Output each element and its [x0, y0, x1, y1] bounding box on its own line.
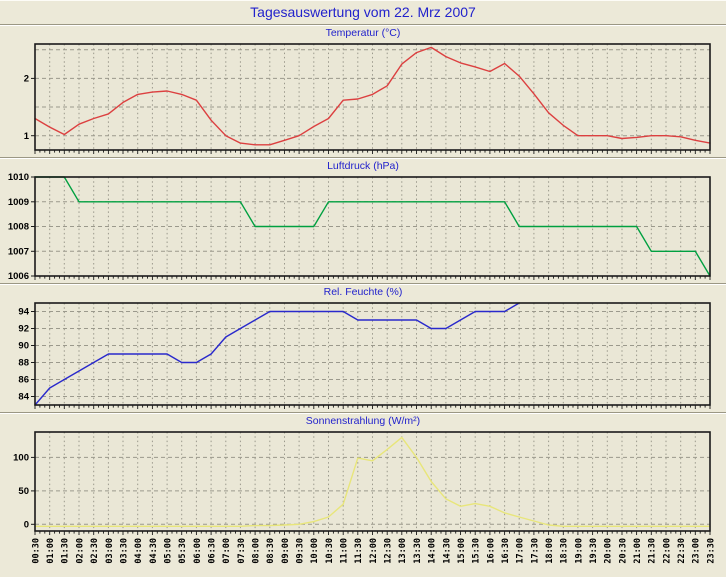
chart-panel-feuchte: Rel. Feuchte (%) 84 86 88 90 92 94 [0, 285, 726, 412]
svg-text:86: 86 [18, 375, 29, 386]
svg-text:90: 90 [18, 341, 29, 352]
svg-text:13:00: 13:00 [398, 538, 408, 564]
svg-text:08:00: 08:00 [252, 538, 262, 564]
feuchte-line-chart: 84 86 88 90 92 94 [18, 302, 711, 409]
separator [0, 412, 726, 414]
svg-text:01:00: 01:00 [46, 538, 56, 564]
svg-text:15:00: 15:00 [457, 538, 467, 564]
page-title: Tagesauswertung vom 22. Mrz 2007 [250, 4, 476, 20]
svg-text:14:00: 14:00 [428, 538, 438, 564]
svg-text:06:30: 06:30 [208, 538, 218, 564]
svg-text:100: 100 [13, 453, 29, 464]
svg-text:88: 88 [18, 358, 29, 369]
svg-text:1010: 1010 [8, 172, 29, 183]
svg-text:11:00: 11:00 [340, 538, 350, 564]
chart-title-temperatur: Temperatur (°C) [325, 27, 401, 39]
svg-text:06:00: 06:00 [193, 538, 203, 564]
svg-text:13:30: 13:30 [413, 538, 423, 564]
svg-text:1007: 1007 [8, 247, 29, 258]
svg-text:22:30: 22:30 [677, 538, 687, 564]
svg-text:10:30: 10:30 [325, 538, 335, 564]
svg-text:09:30: 09:30 [296, 538, 306, 564]
svg-text:10:00: 10:00 [310, 538, 320, 564]
svg-text:18:30: 18:30 [560, 538, 570, 564]
svg-text:16:30: 16:30 [501, 538, 511, 564]
svg-text:1: 1 [24, 131, 30, 142]
separator [0, 157, 726, 159]
svg-text:17:30: 17:30 [530, 538, 540, 564]
chart-panel-luftdruck: Luftdruck (hPa) 1006 1007 1008 1009 1010 [0, 159, 726, 283]
svg-text:19:00: 19:00 [574, 538, 584, 564]
svg-text:84: 84 [18, 392, 29, 403]
svg-text:14:30: 14:30 [442, 538, 452, 564]
svg-text:20:00: 20:00 [604, 538, 614, 564]
svg-text:00:30: 00:30 [31, 538, 41, 564]
svg-text:20:30: 20:30 [618, 538, 628, 564]
svg-text:23:00: 23:00 [692, 538, 702, 564]
svg-text:0: 0 [24, 520, 29, 531]
chart-title-luftdruck: Luftdruck (hPa) [327, 160, 399, 172]
svg-text:50: 50 [18, 486, 29, 497]
svg-text:15:30: 15:30 [472, 538, 482, 564]
svg-text:23:30: 23:30 [706, 538, 716, 564]
svg-text:21:00: 21:00 [633, 538, 643, 564]
svg-text:03:00: 03:00 [105, 538, 115, 564]
svg-text:22:00: 22:00 [662, 538, 672, 564]
svg-text:07:30: 07:30 [237, 538, 247, 564]
svg-text:2: 2 [24, 74, 29, 85]
svg-text:02:00: 02:00 [75, 538, 85, 564]
svg-text:11:30: 11:30 [354, 538, 364, 564]
svg-text:21:30: 21:30 [648, 538, 658, 564]
svg-text:1006: 1006 [8, 271, 29, 282]
svg-text:94: 94 [18, 307, 29, 318]
temperatur-line-chart: 12 [24, 43, 711, 154]
svg-text:04:00: 04:00 [134, 538, 144, 564]
svg-text:19:30: 19:30 [589, 538, 599, 564]
svg-text:18:00: 18:00 [545, 538, 555, 564]
svg-text:12:00: 12:00 [369, 538, 379, 564]
svg-text:12:30: 12:30 [384, 538, 394, 564]
svg-text:04:30: 04:30 [149, 538, 159, 564]
separator [0, 24, 726, 26]
svg-text:01:30: 01:30 [61, 538, 71, 564]
daily-weather-report-window: { "window": { "title": "Tagesauswertung … [0, 0, 726, 564]
svg-text:92: 92 [18, 324, 29, 335]
svg-text:1009: 1009 [8, 197, 29, 208]
svg-text:05:30: 05:30 [178, 538, 188, 564]
svg-text:16:00: 16:00 [486, 538, 496, 564]
svg-text:09:00: 09:00 [281, 538, 291, 564]
luftdruck-line-chart: 1006 1007 1008 1009 1010 [8, 172, 711, 282]
sonnenstrahlung-line-chart: 0 50 100 00:30 01:00 01:30 02:00 02:30 03:00 03:3… [13, 431, 716, 564]
chart-title-feuchte: Rel. Feuchte (%) [323, 286, 403, 298]
svg-text:17:00: 17:00 [516, 538, 526, 564]
svg-text:02:30: 02:30 [90, 538, 100, 564]
svg-text:08:30: 08:30 [266, 538, 276, 564]
svg-text:05:00: 05:00 [164, 538, 174, 564]
chart-title-sonnenstrahlung: Sonnenstrahlung (W/m²) [305, 415, 421, 427]
svg-text:03:30: 03:30 [119, 538, 129, 564]
chart-panel-sonnenstrahlung: Sonnenstrahlung (W/m²) 0 50 100 00:30 01:00 0… [0, 414, 726, 577]
separator [0, 283, 726, 285]
svg-text:1008: 1008 [8, 222, 29, 233]
svg-text:07:00: 07:00 [222, 538, 232, 564]
